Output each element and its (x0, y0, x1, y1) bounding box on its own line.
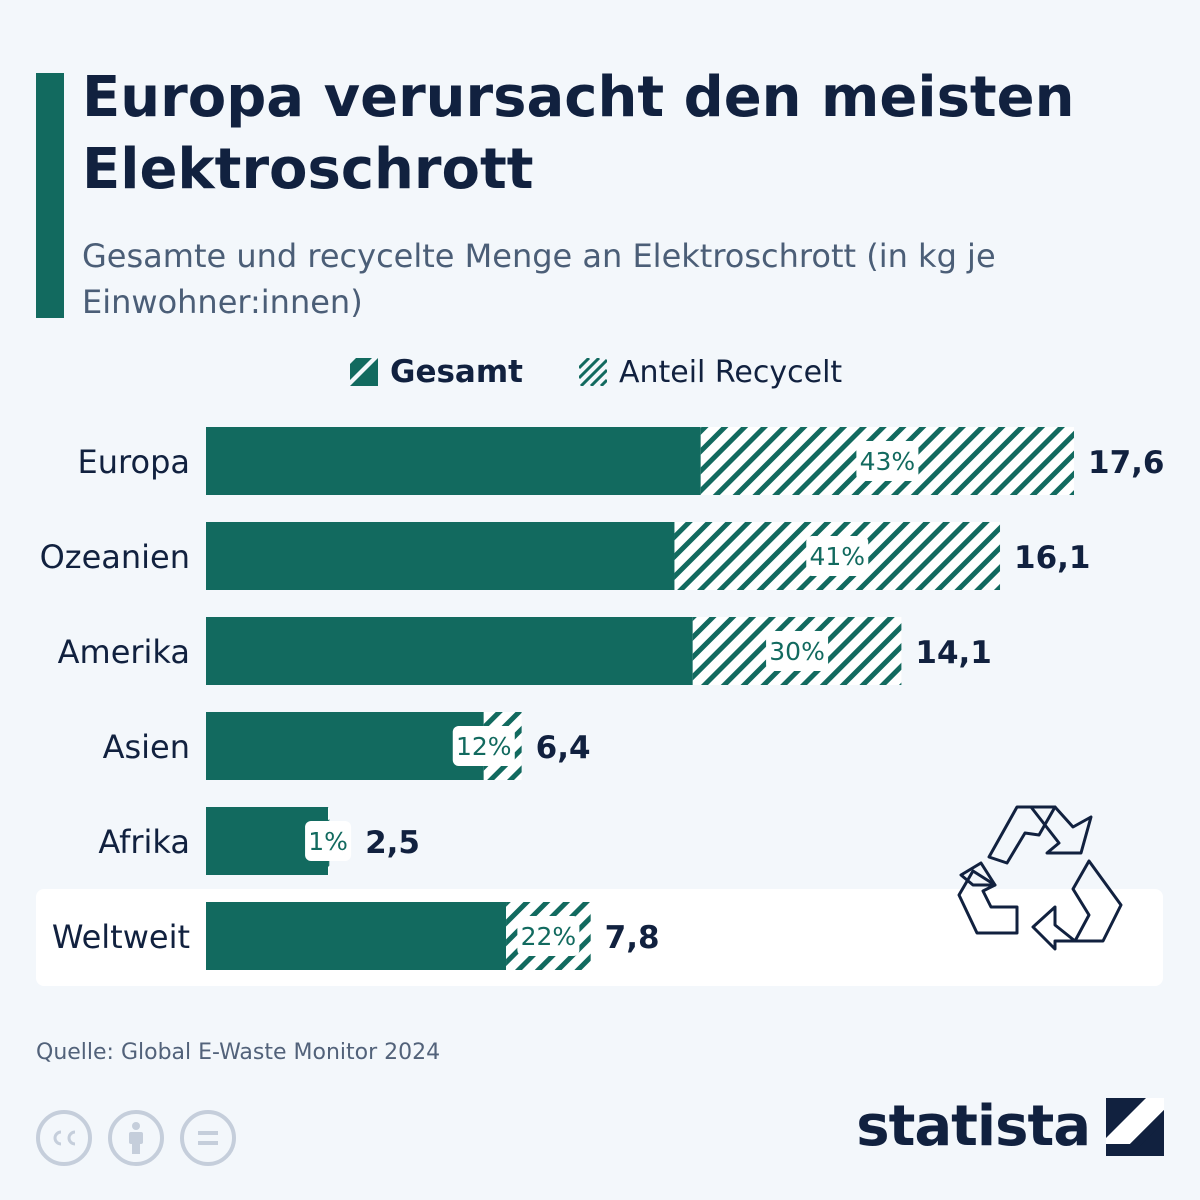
value-label: 17,6 (1088, 445, 1165, 481)
bar-total (206, 902, 507, 970)
legend: Gesamt Anteil Recycelt (350, 350, 842, 394)
bar-total (206, 522, 675, 590)
statista-logo-icon (1106, 1097, 1164, 1156)
recycle-icon (957, 805, 1123, 951)
bar-total (206, 712, 484, 780)
category-label: Amerika (58, 633, 190, 671)
chart-subtitle: Gesamte und recycelte Menge an Elektrosc… (82, 237, 996, 321)
legend-label-total: Gesamt (390, 354, 523, 390)
value-label: 14,1 (915, 635, 992, 671)
share-label: 1% (308, 827, 348, 856)
value-label: 16,1 (1014, 540, 1091, 576)
chart-title: Europa verursacht den meisten Elektrosch… (82, 65, 1075, 202)
value-label: 6,4 (536, 730, 591, 766)
share-label-box (452, 726, 515, 766)
legend-item-recycled: Anteil Recycelt (578, 354, 843, 390)
legend-swatch-total (350, 358, 378, 386)
share-label: 22% (521, 922, 577, 951)
brand-name: statista (856, 1094, 1091, 1159)
category-label: Asien (103, 728, 190, 766)
category-label: Afrika (98, 823, 190, 861)
no-derivatives-icon[interactable] (180, 1110, 236, 1166)
license-icons (36, 1110, 252, 1166)
category-label: Ozeanien (40, 538, 190, 576)
share-label-box (305, 821, 352, 861)
share-label-box (806, 536, 869, 576)
bar-total (206, 617, 693, 685)
share-label-box (766, 631, 829, 671)
value-label: 2,5 (365, 825, 420, 861)
source-note: Quelle: Global E-Waste Monitor 2024 (36, 1040, 441, 1065)
category-label: Weltweit (52, 918, 190, 956)
attribution-icon[interactable] (108, 1110, 164, 1166)
share-label-box (856, 441, 919, 481)
share-label-box (517, 916, 580, 956)
value-label: 7,8 (605, 920, 660, 956)
cc-icon[interactable] (36, 1110, 92, 1166)
category-label: Europa (78, 443, 190, 481)
share-label: 30% (769, 637, 825, 666)
legend-label-recycled: Anteil Recycelt (618, 354, 843, 390)
legend-item-total: Gesamt (350, 354, 523, 390)
bar-total (206, 427, 701, 495)
share-label: 41% (809, 542, 865, 571)
legend-swatch-recycled (578, 358, 607, 386)
brand[interactable]: statista (856, 1094, 1164, 1159)
share-label: 43% (860, 447, 916, 476)
share-label: 12% (456, 732, 512, 761)
title-accent-bar (36, 73, 64, 318)
